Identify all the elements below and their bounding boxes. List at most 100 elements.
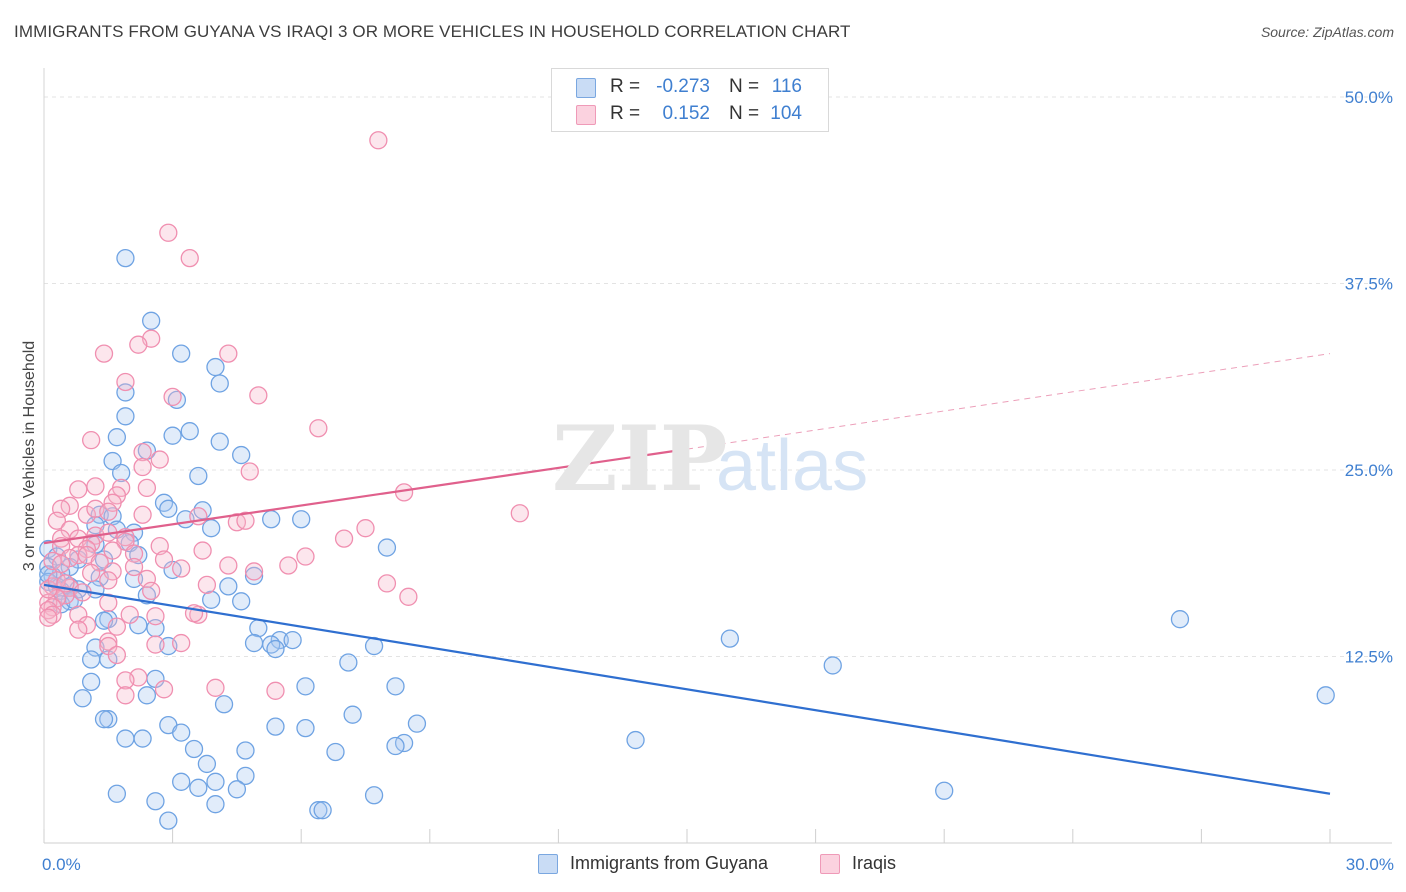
data-point [172,772,191,791]
data-point [69,620,88,639]
data-point [510,504,529,523]
data-point [180,248,199,268]
data-point [210,432,229,451]
series-legend-label: Immigrants from Guyana [570,853,769,873]
data-point [266,681,285,700]
data-point [159,811,178,830]
data-point [129,335,148,354]
data-point [133,505,152,524]
data-point [124,544,144,563]
data-point [116,383,135,402]
data-point [236,741,255,760]
data-point [163,387,182,407]
data-point [103,562,122,581]
data-point [292,510,311,529]
data-point [407,714,427,733]
data-point [219,344,238,363]
data-point [82,563,101,583]
data-point [935,781,954,800]
y-tick-labels: 12.5% 25.0% 37.5% 50.0% [1345,88,1393,667]
data-point [180,422,199,441]
data-point [120,605,139,624]
data-point [236,766,255,786]
legend-n-label: N = [729,76,760,97]
data-point [232,445,251,465]
data-point [364,786,384,805]
data-point [296,547,315,566]
data-point [279,556,298,575]
series-legend-swatch-guyana [538,854,558,874]
y-tick-label: 37.5% [1345,275,1393,294]
data-point [189,778,208,797]
data-point [189,466,208,486]
y-tick-label: 25.0% [1345,461,1393,480]
series-legend: Immigrants from Guyana Iraqis [0,852,1406,878]
legend-row-iraqis: R = 0.152 N = 104 [552,101,828,127]
data-point [283,630,302,650]
data-point [116,407,135,426]
data-point [232,592,251,611]
data-point [172,723,191,742]
data-point [73,689,92,708]
y-axis-label: 3 or more Vehicles in Household [21,340,38,572]
series-legend-swatch-iraqis [820,854,840,874]
data-point [103,541,122,560]
legend-r-label: R = [610,76,641,97]
data-point [146,607,165,626]
data-point [236,511,255,530]
data-point [146,635,165,654]
data-point [150,450,169,469]
series-legend-label: Iraqis [852,853,897,873]
data-point [313,801,332,820]
data-point [626,730,645,750]
data-point [137,478,157,498]
data-point [107,784,127,803]
data-point [94,344,114,363]
data-point [823,656,842,675]
data-point [206,678,225,697]
data-point [240,462,259,481]
data-point [219,556,238,575]
watermark-atlas: atlas [716,426,868,506]
data-point [159,499,178,518]
legend-r-label: R = [610,103,641,124]
data-point [107,428,127,447]
data-point [116,372,135,392]
data-point [720,629,740,648]
source-label: Source: ZipAtlas.com [1260,24,1394,40]
legend-swatch-guyana [576,78,596,98]
legend-r-value: 0.152 [662,103,710,124]
data-point [154,680,174,699]
data-point [309,419,328,438]
data-point [107,645,127,665]
data-point [99,571,118,590]
data-point [137,686,157,705]
data-point [266,639,285,659]
data-point [133,442,152,462]
data-point [116,671,135,690]
data-point [99,710,118,729]
y-tick-label: 50.0% [1345,88,1393,107]
trend-line [43,448,688,545]
data-point [386,677,405,696]
data-point [244,566,264,586]
data-point [94,710,114,729]
data-point [334,529,354,548]
data-point [210,374,229,393]
data-point [133,729,152,748]
data-point [112,463,131,483]
data-point [107,617,127,636]
data-point [339,653,358,672]
trend-lines [43,353,1331,795]
data-point [82,672,101,692]
data-point [99,650,118,669]
data-point [296,677,315,696]
data-point [214,695,234,714]
x-tick-labels: 0.0% 30.0% [42,855,1394,874]
data-point [99,502,118,521]
data-point [69,480,88,499]
data-point [1316,686,1335,705]
data-point [172,344,191,363]
data-point [227,780,247,799]
data-point [193,541,212,560]
